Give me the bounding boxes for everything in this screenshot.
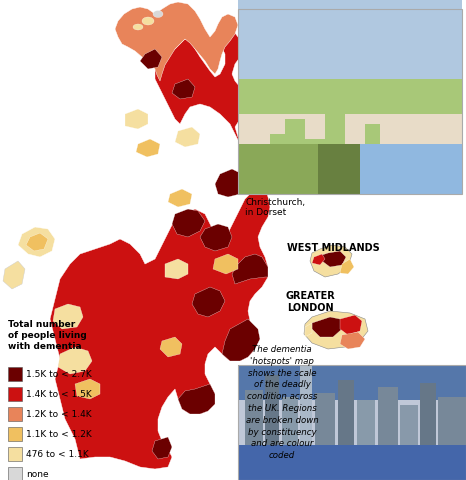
- Polygon shape: [175, 128, 200, 148]
- Polygon shape: [18, 228, 55, 257]
- Polygon shape: [26, 233, 48, 252]
- Text: 1.4K to < 1.5K: 1.4K to < 1.5K: [26, 390, 92, 399]
- Bar: [238, 144, 318, 194]
- Bar: [315, 393, 335, 445]
- Polygon shape: [160, 337, 182, 357]
- Text: 1.5K to < 2.7K: 1.5K to < 2.7K: [26, 370, 92, 379]
- Text: GREATER
LONDON: GREATER LONDON: [285, 290, 335, 312]
- Polygon shape: [165, 260, 188, 279]
- Polygon shape: [115, 3, 238, 82]
- Polygon shape: [192, 288, 225, 317]
- Bar: [378, 387, 398, 445]
- Ellipse shape: [153, 12, 163, 18]
- Bar: [8, 367, 22, 381]
- Polygon shape: [312, 254, 325, 265]
- Bar: [265, 375, 279, 445]
- Bar: [420, 383, 436, 445]
- Polygon shape: [232, 254, 268, 285]
- Bar: [245, 390, 263, 445]
- Text: 1.1K to < 1.2K: 1.1K to < 1.2K: [26, 430, 92, 439]
- Bar: [400, 405, 418, 445]
- Bar: [238, 144, 462, 194]
- Bar: [357, 400, 375, 445]
- Text: The dementia
'hotspots' map
shows the scale
of the deadly
condition across
the U: The dementia 'hotspots' map shows the sc…: [246, 344, 318, 459]
- Bar: [238, 0, 462, 80]
- Polygon shape: [340, 332, 365, 349]
- Text: WEST MIDLANDS: WEST MIDLANDS: [287, 242, 379, 252]
- Bar: [438, 397, 466, 445]
- Bar: [8, 407, 22, 421]
- Text: 1.2K to < 1.4K: 1.2K to < 1.4K: [26, 409, 92, 419]
- Polygon shape: [310, 245, 352, 277]
- Polygon shape: [58, 347, 92, 374]
- Ellipse shape: [142, 18, 154, 26]
- Polygon shape: [53, 304, 83, 329]
- Bar: [300, 365, 312, 445]
- Ellipse shape: [133, 25, 143, 31]
- Polygon shape: [172, 210, 205, 238]
- Text: none: none: [26, 469, 48, 479]
- Polygon shape: [238, 115, 462, 155]
- Polygon shape: [340, 260, 354, 275]
- Polygon shape: [322, 252, 346, 267]
- Polygon shape: [304, 312, 368, 349]
- Polygon shape: [305, 324, 312, 337]
- Bar: [338, 380, 354, 445]
- Text: Total number
of people living
with dementia: Total number of people living with demen…: [8, 319, 87, 350]
- Polygon shape: [200, 225, 232, 252]
- Bar: [8, 467, 22, 480]
- Polygon shape: [222, 319, 260, 361]
- Polygon shape: [50, 28, 270, 469]
- Bar: [238, 445, 466, 480]
- Text: Christchurch,
in Dorset: Christchurch, in Dorset: [245, 198, 305, 217]
- Polygon shape: [3, 262, 25, 289]
- Bar: [238, 400, 466, 445]
- Polygon shape: [168, 190, 192, 207]
- Bar: [8, 387, 22, 401]
- Bar: [238, 10, 462, 194]
- Text: 476 to < 1.1K: 476 to < 1.1K: [26, 450, 89, 458]
- Polygon shape: [312, 317, 342, 337]
- Bar: [8, 447, 22, 461]
- Polygon shape: [172, 80, 195, 100]
- Bar: [8, 427, 22, 441]
- Polygon shape: [213, 254, 238, 275]
- Bar: [282, 397, 298, 445]
- Polygon shape: [125, 110, 148, 130]
- Polygon shape: [340, 315, 362, 336]
- Polygon shape: [215, 169, 245, 198]
- Polygon shape: [178, 384, 215, 414]
- Polygon shape: [140, 50, 162, 70]
- Polygon shape: [75, 379, 100, 399]
- Polygon shape: [152, 437, 172, 459]
- Bar: [238, 365, 466, 480]
- Polygon shape: [136, 140, 160, 157]
- Bar: [360, 144, 462, 194]
